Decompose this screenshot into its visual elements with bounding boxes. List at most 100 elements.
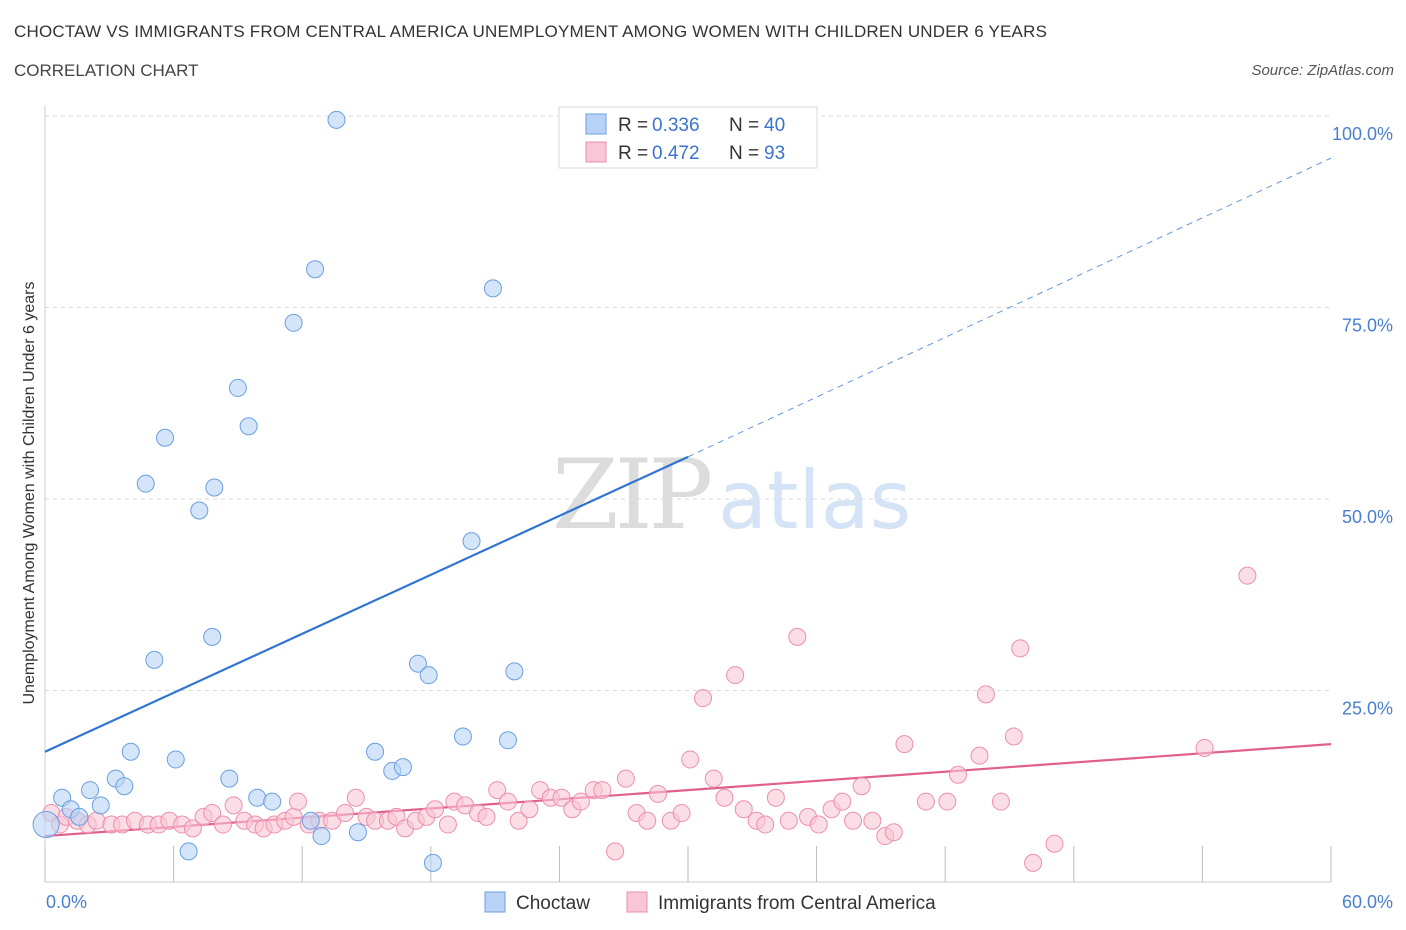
choctaw-point-27 bbox=[348, 823, 367, 842]
legend-r-label-immigrants: R = bbox=[618, 143, 648, 164]
bottom-legend-label-immigrants: Immigrants from Central America bbox=[658, 893, 936, 914]
immigrants-point-75 bbox=[833, 792, 852, 811]
immigrants-point-78 bbox=[863, 811, 882, 830]
choctaw-point-14 bbox=[190, 501, 209, 520]
choctaw-point-36 bbox=[483, 279, 502, 298]
choctaw-point-26 bbox=[327, 110, 346, 129]
choctaw-point-5 bbox=[91, 796, 110, 815]
legend-r-value-immigrants: 0.472 bbox=[652, 143, 700, 164]
immigrants-point-63 bbox=[704, 769, 723, 788]
immigrants-point-83 bbox=[938, 792, 957, 811]
immigrants-point-87 bbox=[991, 792, 1010, 811]
immigrants-point-15 bbox=[203, 804, 222, 823]
immigrants-point-61 bbox=[681, 750, 700, 769]
immigrants-point-82 bbox=[916, 792, 935, 811]
choctaw-point-24 bbox=[306, 260, 325, 279]
immigrants-point-28 bbox=[336, 804, 355, 823]
immigrants-point-76 bbox=[844, 811, 863, 830]
bottom-legend-swatch-choctaw bbox=[484, 891, 506, 913]
choctaw-point-34 bbox=[453, 727, 472, 746]
bottom-legend-swatch-immigrants bbox=[626, 891, 648, 913]
immigrants-point-29 bbox=[346, 788, 365, 807]
y-tick-labels: 100.0% 75.0% 50.0% 25.0% bbox=[1332, 124, 1393, 719]
immigrants-point-16 bbox=[213, 815, 232, 834]
immigrants-point-80 bbox=[884, 823, 903, 842]
immigrants-point-37 bbox=[426, 800, 445, 819]
bottom-legend-label-choctaw: Choctaw bbox=[516, 893, 590, 914]
y-axis-label: Unemployment Among Women with Children U… bbox=[21, 281, 38, 704]
immigrants-point-68 bbox=[756, 815, 775, 834]
choctaw-point-33 bbox=[423, 853, 442, 872]
immigrants-point-71 bbox=[788, 627, 807, 646]
trend-line-choctaw bbox=[44, 455, 689, 753]
immigrants-point-54 bbox=[606, 842, 625, 861]
x-tick-label-1: 60.0% bbox=[1342, 892, 1393, 912]
immigrants-point-17 bbox=[224, 796, 243, 815]
immigrants-point-53 bbox=[593, 781, 612, 800]
choctaw-point-20 bbox=[248, 788, 267, 807]
immigrants-point-66 bbox=[734, 800, 753, 819]
immigrants-point-43 bbox=[488, 781, 507, 800]
immigrants-point-88 bbox=[1004, 727, 1023, 746]
choctaw-point-31 bbox=[408, 654, 427, 673]
legend-n-value-immigrants: 93 bbox=[764, 143, 785, 164]
choctaw-point-17 bbox=[220, 769, 239, 788]
choctaw-points bbox=[32, 110, 697, 872]
legend-swatch-choctaw bbox=[585, 113, 607, 135]
immigrants-point-65 bbox=[726, 666, 745, 685]
immigrants-point-51 bbox=[571, 792, 590, 811]
immigrants-point-58 bbox=[648, 784, 667, 803]
immigrants-point-92 bbox=[1195, 738, 1214, 757]
choctaw-point-9 bbox=[136, 474, 155, 493]
legend-n-value-choctaw: 40 bbox=[764, 115, 785, 136]
legend-r-value-choctaw: 0.336 bbox=[652, 115, 700, 136]
x-tick-label-0: 0.0% bbox=[46, 892, 87, 912]
choctaw-point-13 bbox=[179, 842, 198, 861]
choctaw-point-38 bbox=[505, 662, 524, 681]
choctaw-point-30 bbox=[393, 758, 412, 777]
immigrants-point-46 bbox=[520, 800, 539, 819]
axes bbox=[44, 105, 1332, 883]
immigrants-point-81 bbox=[895, 735, 914, 754]
immigrants-point-42 bbox=[477, 807, 496, 826]
bottom-legend: Choctaw Immigrants from Central America bbox=[484, 891, 936, 914]
legend-swatch-immigrants bbox=[585, 141, 607, 163]
trend-line-choctaw-extension bbox=[687, 157, 1332, 458]
immigrants-point-73 bbox=[809, 815, 828, 834]
grid-lines bbox=[45, 115, 1331, 691]
choctaw-point-10 bbox=[145, 650, 164, 669]
source-label: Source: ZipAtlas.com bbox=[1251, 62, 1394, 79]
immigrants-point-69 bbox=[766, 788, 785, 807]
choctaw-point-25 bbox=[312, 827, 331, 846]
choctaw-point-0 bbox=[32, 811, 60, 839]
choctaw-point-19 bbox=[239, 417, 258, 436]
choctaw-point-32 bbox=[419, 666, 438, 685]
immigrants-point-62 bbox=[694, 689, 713, 708]
choctaw-point-28 bbox=[366, 742, 385, 761]
immigrants-point-49 bbox=[552, 788, 571, 807]
choctaw-point-11 bbox=[156, 428, 175, 447]
immigrants-point-55 bbox=[616, 769, 635, 788]
immigrants-points bbox=[42, 566, 1257, 872]
chart-title: CHOCTAW VS IMMIGRANTS FROM CENTRAL AMERI… bbox=[14, 22, 1048, 41]
choctaw-point-8 bbox=[121, 742, 140, 761]
immigrants-point-91 bbox=[1045, 834, 1064, 853]
legend-n-label-choctaw: N = bbox=[729, 115, 759, 136]
immigrants-point-45 bbox=[509, 811, 528, 830]
choctaw-point-18 bbox=[228, 378, 247, 397]
immigrants-point-5 bbox=[87, 811, 106, 830]
immigrants-point-57 bbox=[638, 811, 657, 830]
choctaw-point-7 bbox=[115, 777, 134, 796]
immigrants-point-90 bbox=[1024, 853, 1043, 872]
legend-n-label-immigrants: N = bbox=[729, 143, 759, 164]
immigrants-point-44 bbox=[498, 792, 517, 811]
immigrants-point-23 bbox=[284, 807, 303, 826]
watermark-atlas: atlas bbox=[718, 454, 911, 547]
immigrants-point-13 bbox=[183, 819, 202, 838]
chart-subtitle: CORRELATION CHART bbox=[14, 61, 199, 80]
choctaw-point-21 bbox=[263, 792, 282, 811]
immigrants-point-77 bbox=[852, 777, 871, 796]
immigrants-point-84 bbox=[949, 765, 968, 784]
choctaw-point-4 bbox=[81, 781, 100, 800]
